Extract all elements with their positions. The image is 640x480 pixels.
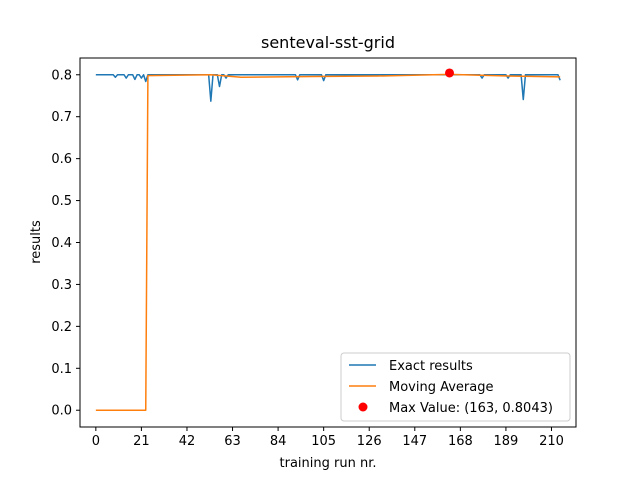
y-tick-label: 0.6 bbox=[51, 152, 72, 167]
y-tick-label: 0.7 bbox=[51, 110, 72, 125]
x-tick-label: 105 bbox=[311, 434, 336, 449]
y-tick-label: 0.2 bbox=[51, 320, 72, 335]
x-tick-label: 210 bbox=[539, 434, 564, 449]
legend-box bbox=[340, 352, 571, 422]
x-tick-label: 63 bbox=[224, 434, 241, 449]
y-tick-label: 0.0 bbox=[51, 404, 72, 419]
x-tick-label: 126 bbox=[357, 434, 382, 449]
x-tick-label: 168 bbox=[448, 434, 473, 449]
x-axis-label: training run nr. bbox=[280, 456, 377, 471]
x-tick-label: 147 bbox=[402, 434, 427, 449]
legend-swatch-max-value bbox=[358, 402, 368, 412]
y-tick-label: 0.8 bbox=[51, 68, 72, 83]
chart-title: senteval-sst-grid bbox=[261, 33, 395, 52]
x-tick-label: 42 bbox=[179, 434, 196, 449]
max-value-point bbox=[445, 68, 455, 78]
x-tick-label: 189 bbox=[494, 434, 519, 449]
y-tick-label: 0.4 bbox=[51, 236, 72, 251]
y-tick-label: 0.1 bbox=[51, 362, 72, 377]
x-tick-label: 21 bbox=[133, 434, 150, 449]
series-line-moving-average bbox=[95, 73, 561, 411]
x-tick-label: 0 bbox=[92, 434, 100, 449]
legend-label-max-value: Max Value: (163, 0.8043) bbox=[389, 401, 553, 416]
legend: Exact results Moving Average Max Value: … bbox=[340, 352, 571, 422]
x-tick-label: 84 bbox=[270, 434, 287, 449]
y-axis-label: results bbox=[29, 220, 44, 264]
legend-label-exact: Exact results bbox=[389, 359, 473, 374]
series-line-exact-results bbox=[95, 74, 561, 102]
y-tick-label: 0.3 bbox=[51, 278, 72, 293]
legend-label-moving-average: Moving Average bbox=[389, 380, 493, 395]
y-tick-label: 0.5 bbox=[51, 194, 72, 209]
